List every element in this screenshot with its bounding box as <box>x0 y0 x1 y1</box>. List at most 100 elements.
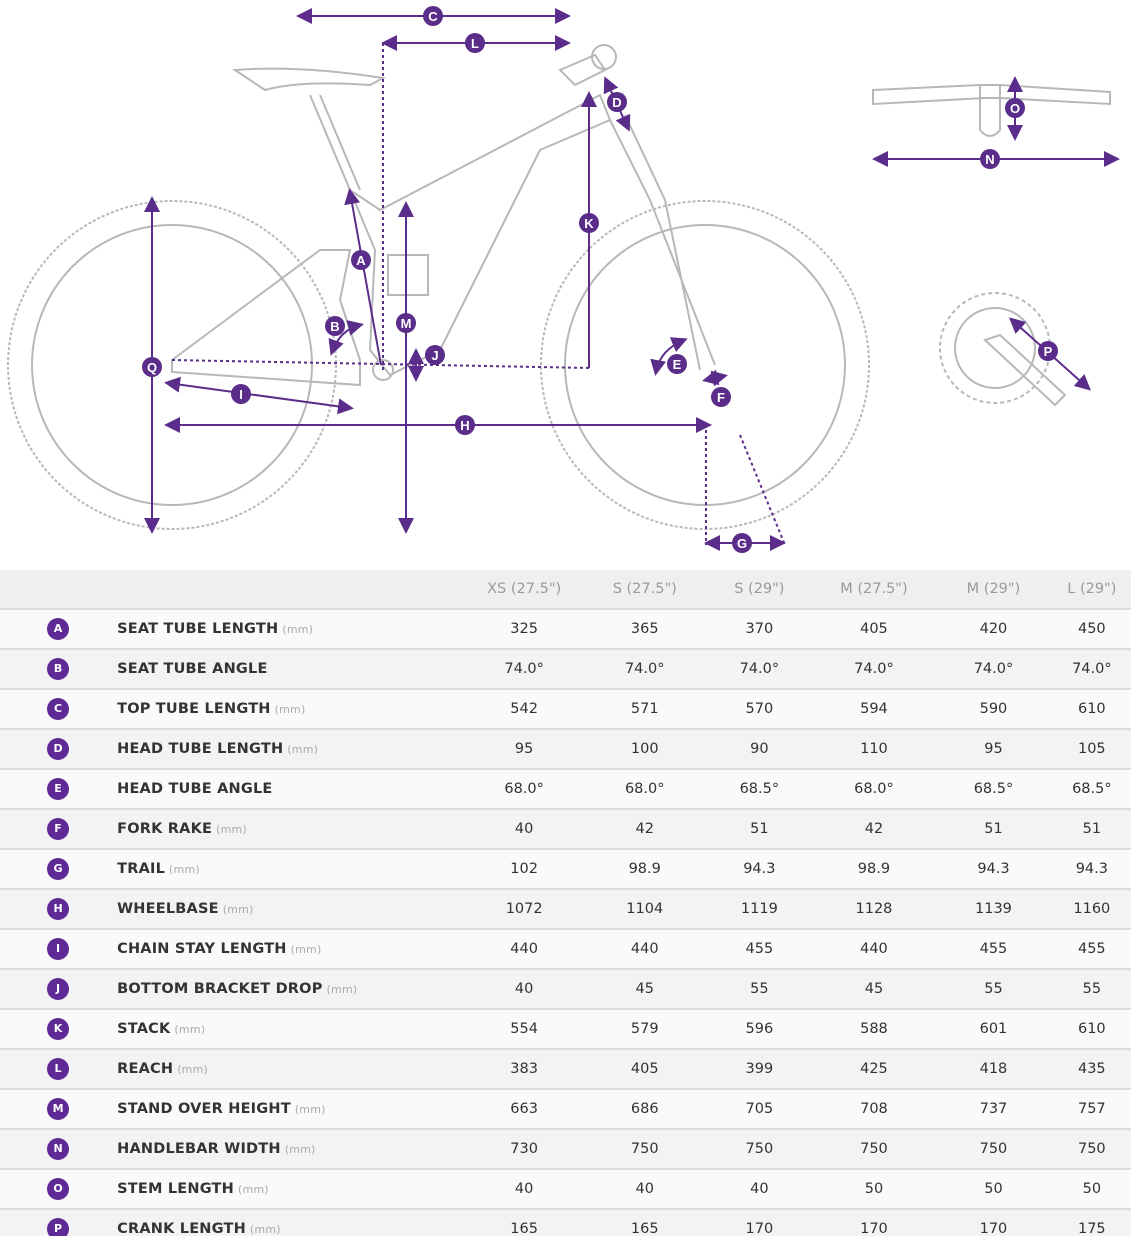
header-key <box>0 570 117 609</box>
measurement-label: TRAIL <box>117 861 166 877</box>
marker-p: P <box>1038 341 1058 361</box>
key-cell: A <box>0 608 117 649</box>
marker-circle <box>465 33 485 53</box>
table-row: H WHEELBASE (mm) 1072 1104 1119 1128 1139 1160 <box>0 888 1131 929</box>
unit-label: (mm) <box>174 1023 206 1036</box>
value-cell: 1139 <box>934 888 1053 929</box>
value-cell: 170 <box>813 1208 935 1236</box>
marker-circle <box>231 384 251 404</box>
value-cell: 455 <box>934 928 1053 969</box>
measurement-label: TOP TUBE LENGTH <box>117 701 271 717</box>
table-row: J BOTTOM BRACKET DROP (mm) 40 45 55 45 55 55 <box>0 968 1131 1009</box>
table-row: C TOP TUBE LENGTH (mm) 542 571 570 594 590 610 <box>0 688 1131 729</box>
marker-circle <box>425 345 445 365</box>
label-cell: TOP TUBE LENGTH (mm) <box>116 688 464 729</box>
header-label <box>116 570 464 609</box>
marker-d: D <box>607 92 627 112</box>
trail-guide-2 <box>739 434 786 546</box>
key-badge: J <box>47 978 70 1000</box>
value-cell: 370 <box>705 608 814 649</box>
table-row: D HEAD TUBE LENGTH (mm) 95 100 90 110 95 105 <box>0 728 1131 769</box>
marker-a: A <box>351 250 371 270</box>
value-cell: 663 <box>463 1088 585 1129</box>
marker-circle <box>1005 98 1025 118</box>
frame-front-triangle <box>347 93 612 377</box>
marker-letter: A <box>356 253 366 268</box>
arrow-a <box>344 188 382 366</box>
value-cell: 100 <box>584 728 706 769</box>
value-cell: 50 <box>1052 1168 1131 1209</box>
value-cell: 40 <box>705 1168 814 1209</box>
measurement-label: WHEELBASE <box>117 901 219 917</box>
marker-circle <box>732 533 752 553</box>
unit-label: (mm) <box>294 1103 326 1116</box>
value-cell: 757 <box>1052 1088 1131 1129</box>
marker-letter: I <box>239 387 243 402</box>
key-cell: D <box>0 728 117 769</box>
unit-label: (mm) <box>216 823 247 836</box>
key-cell: P <box>0 1208 117 1236</box>
value-cell: 170 <box>705 1208 814 1236</box>
marker-q: Q <box>142 357 162 377</box>
value-cell: 1128 <box>813 888 935 929</box>
marker-letter: B <box>330 319 339 334</box>
marker-k: K <box>579 213 599 233</box>
label-cell: REACH (mm) <box>116 1048 464 1089</box>
value-cell: 440 <box>584 928 706 969</box>
value-cell: 750 <box>584 1128 706 1169</box>
value-cell: 601 <box>934 1008 1053 1049</box>
value-cell: 420 <box>934 608 1053 649</box>
table-row: L REACH (mm) 383 405 399 425 418 435 <box>0 1048 1131 1089</box>
key-badge: A <box>47 618 70 640</box>
value-cell: 708 <box>813 1088 935 1129</box>
value-cell: 588 <box>813 1008 935 1049</box>
label-cell: SEAT TUBE LENGTH (mm) <box>116 608 464 649</box>
measurement-label: HEAD TUBE LENGTH <box>117 741 284 757</box>
label-cell: BOTTOM BRACKET DROP (mm) <box>116 968 464 1009</box>
value-cell: 94.3 <box>934 848 1053 889</box>
value-cell: 737 <box>934 1088 1053 1129</box>
table-row: P CRANK LENGTH (mm) 165 165 170 170 170 175 <box>0 1208 1131 1236</box>
value-cell: 365 <box>584 608 706 649</box>
unit-label: (mm) <box>249 1223 281 1236</box>
value-cell: 175 <box>1052 1208 1131 1236</box>
size-header-row: XS (27.5") S (27.5") S (29") M (27.5") M (29… <box>0 570 1131 609</box>
marker-circle <box>579 213 599 233</box>
marker-circle <box>1038 341 1058 361</box>
table-row: E HEAD TUBE ANGLE 68.0° 68.0° 68.5° 68.0° 68.5… <box>0 768 1131 809</box>
marker-n: N <box>980 149 1000 169</box>
marker-i: I <box>231 384 251 404</box>
value-cell: 95 <box>463 728 585 769</box>
marker-b: B <box>325 316 345 336</box>
key-badge: G <box>47 858 70 880</box>
value-cell: 90 <box>705 728 814 769</box>
measurement-label: FORK RAKE <box>117 821 213 837</box>
key-cell: C <box>0 688 117 729</box>
value-cell: 40 <box>584 1168 706 1209</box>
label-cell: WHEELBASE (mm) <box>116 888 464 929</box>
key-badge: D <box>47 738 70 760</box>
marker-letter: J <box>431 348 438 363</box>
measurement-label: SEAT TUBE LENGTH <box>117 621 279 637</box>
value-cell: 399 <box>705 1048 814 1089</box>
value-cell: 590 <box>934 688 1053 729</box>
unit-label: (mm) <box>282 623 314 636</box>
value-cell: 74.0° <box>584 648 706 689</box>
key-badge: M <box>47 1098 70 1120</box>
dimension-lines <box>144 8 1120 551</box>
arrow-f <box>702 369 728 387</box>
marker-letter: P <box>1044 344 1053 359</box>
value-cell: 440 <box>463 928 585 969</box>
value-cell: 1072 <box>463 888 585 929</box>
value-cell: 50 <box>813 1168 935 1209</box>
value-cell: 542 <box>463 688 585 729</box>
key-cell: M <box>0 1088 117 1129</box>
value-cell: 1119 <box>705 888 814 929</box>
marker-circle <box>667 354 687 374</box>
marker-letter: M <box>401 316 412 331</box>
value-cell: 750 <box>705 1128 814 1169</box>
marker-circle <box>711 387 731 407</box>
measurement-label: STAND OVER HEIGHT <box>117 1101 291 1117</box>
value-cell: 94.3 <box>705 848 814 889</box>
